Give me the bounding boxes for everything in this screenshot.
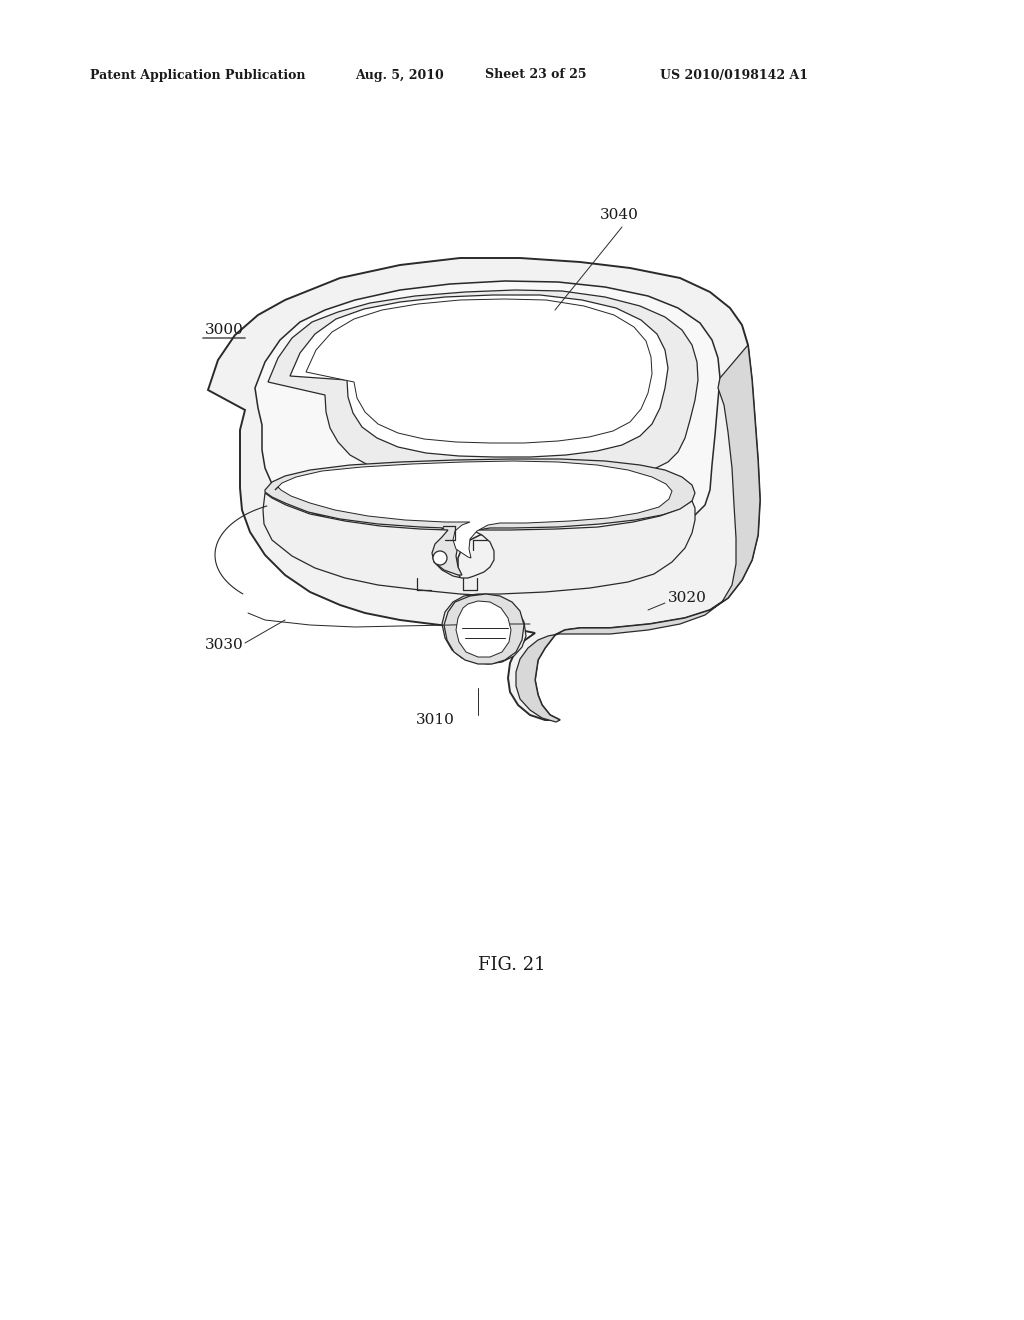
Text: 3010: 3010 [416, 713, 455, 727]
Circle shape [433, 550, 447, 565]
Polygon shape [516, 345, 760, 722]
Text: 3040: 3040 [600, 209, 639, 222]
Text: FIG. 21: FIG. 21 [478, 956, 546, 974]
Polygon shape [263, 492, 695, 664]
Polygon shape [255, 281, 720, 578]
Polygon shape [268, 290, 698, 480]
Text: 3020: 3020 [668, 591, 707, 605]
Polygon shape [290, 294, 668, 457]
Text: Sheet 23 of 25: Sheet 23 of 25 [485, 69, 587, 82]
Text: Aug. 5, 2010: Aug. 5, 2010 [355, 69, 443, 82]
Text: US 2010/0198142 A1: US 2010/0198142 A1 [660, 69, 808, 82]
Polygon shape [306, 300, 652, 444]
Text: 3030: 3030 [205, 638, 244, 652]
Polygon shape [456, 601, 511, 657]
Polygon shape [208, 257, 760, 719]
Polygon shape [275, 461, 672, 558]
Polygon shape [265, 459, 695, 576]
Polygon shape [444, 594, 524, 664]
Text: Patent Application Publication: Patent Application Publication [90, 69, 305, 82]
Text: 3000: 3000 [205, 323, 244, 337]
